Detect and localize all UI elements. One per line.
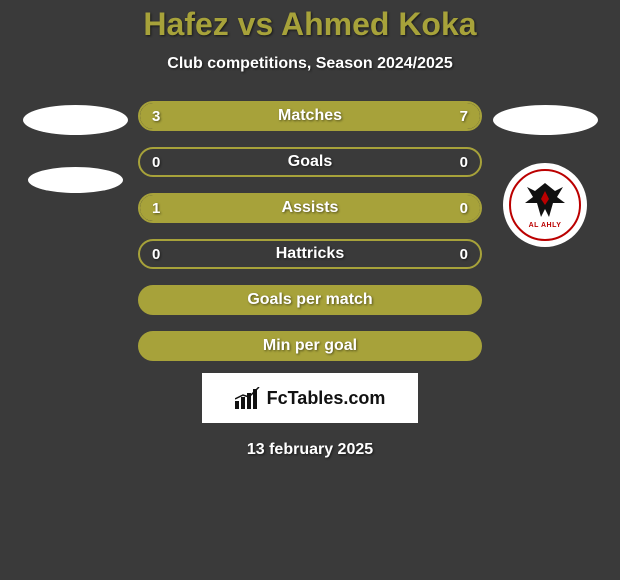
club-badge-right: AL AHLY [503,163,587,247]
bar-label: Goals [140,149,480,175]
stat-bar: Min per goal [138,331,482,361]
subtitle: Club competitions, Season 2024/2025 [167,55,452,73]
left-player-col [20,101,130,193]
eagle-icon [523,181,567,221]
date-text: 13 february 2025 [247,441,373,459]
bar-value-right: 0 [460,241,468,267]
bar-fill-right [242,103,480,129]
club-badge-inner: AL AHLY [509,169,581,241]
brand-box: FcTables.com [202,373,418,423]
bar-fill-left [140,195,480,221]
bar-value-left: 3 [152,103,160,129]
stat-bar: 0 0Hattricks [138,239,482,269]
brand-text: FcTables.com [267,388,386,409]
stat-bar: Goals per match [138,285,482,315]
player-avatar-left [23,105,128,135]
player-avatar-right [493,105,598,135]
bar-label: Hattricks [140,241,480,267]
page-title: Hafez vs Ahmed Koka [143,6,476,43]
bar-value-right: 0 [460,195,468,221]
stat-bar: 0 0Goals [138,147,482,177]
bar-value-right: 7 [460,103,468,129]
club-badge-left [28,167,123,193]
right-player-col: AL AHLY [490,101,600,247]
stat-bar: 37Matches [138,101,482,131]
chart-icon [235,387,261,409]
bar-value-left: 0 [152,241,160,267]
stat-bars: 37Matches00Goals10Assists00HattricksGoal… [138,101,482,361]
bar-value-left: 0 [152,149,160,175]
bar-value-right: 0 [460,149,468,175]
bar-label: Min per goal [140,333,480,359]
main-row: 37Matches00Goals10Assists00HattricksGoal… [0,101,620,361]
club-name: AL AHLY [529,222,562,229]
stat-bar: 10Assists [138,193,482,223]
bar-value-left: 1 [152,195,160,221]
bar-label: Goals per match [140,287,480,313]
comparison-infographic: Hafez vs Ahmed Koka Club competitions, S… [0,0,620,580]
